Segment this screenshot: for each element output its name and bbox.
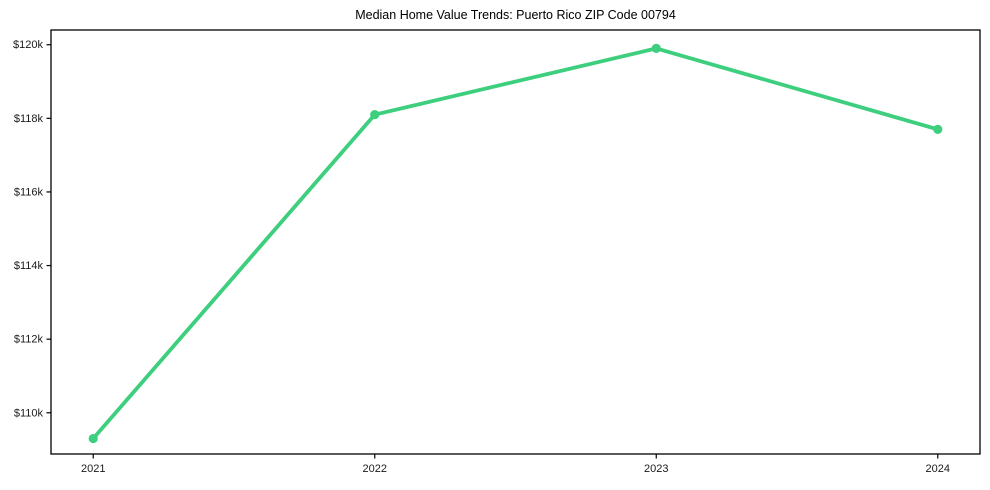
- data-point-marker: [370, 110, 380, 120]
- x-axis-tick-label: 2022: [363, 463, 387, 475]
- x-axis-tick-label: 2024: [926, 463, 950, 475]
- x-axis-tick-label: 2021: [81, 463, 105, 475]
- y-axis-tick-label: $110k: [14, 407, 44, 419]
- data-point-marker: [933, 124, 943, 134]
- x-axis-tick-label: 2023: [644, 463, 668, 475]
- y-axis-tick-label: $120k: [13, 39, 43, 51]
- data-point-marker: [651, 43, 661, 54]
- trend-line: [91, 46, 940, 441]
- y-axis-tick-label: $114k: [14, 260, 44, 272]
- plot-border: [50, 29, 981, 455]
- y-axis-tick-label: $116k: [14, 186, 44, 198]
- y-axis-tick-label: $118k: [14, 113, 44, 125]
- data-point-marker: [88, 433, 98, 444]
- chart-title: Median Home Value Trends: Puerto Rico ZI…: [355, 8, 676, 22]
- y-axis-tick-label: $112k: [14, 334, 44, 346]
